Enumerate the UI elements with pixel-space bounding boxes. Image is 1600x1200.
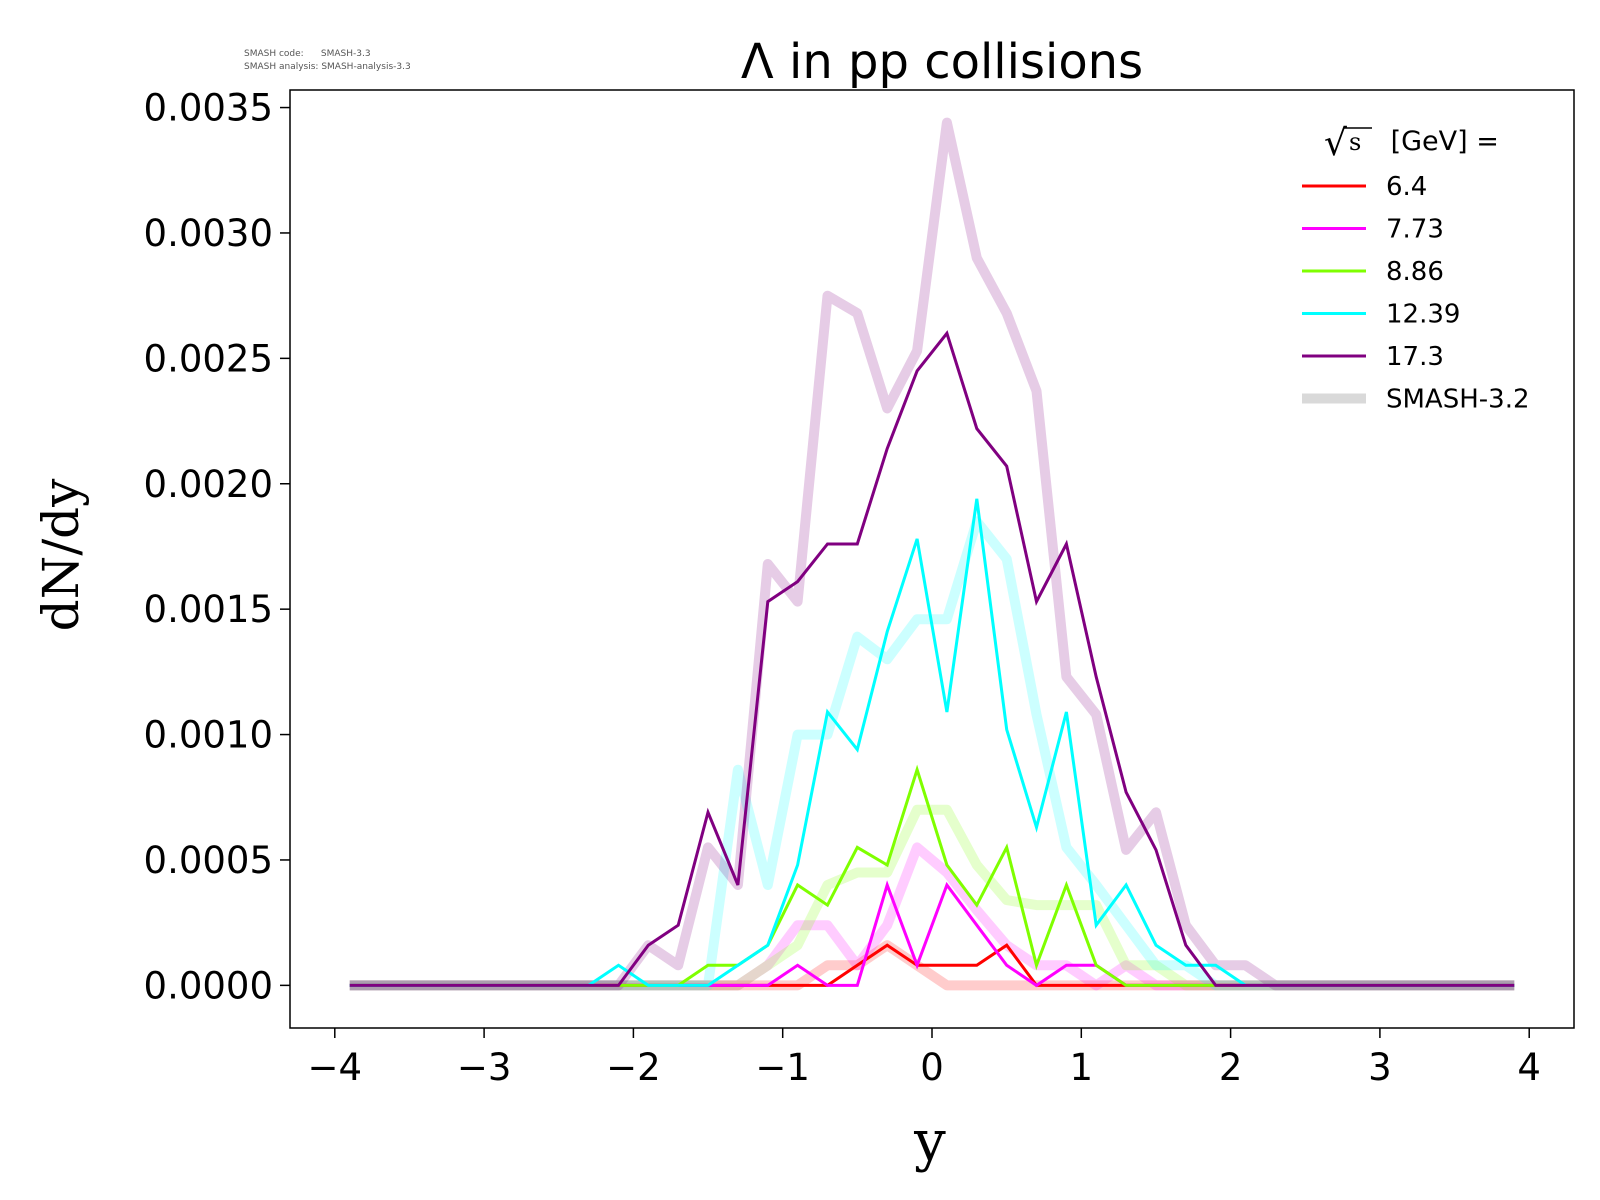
series-line-8.86 xyxy=(349,764,1515,987)
x-tick-label: 2 xyxy=(1219,1046,1243,1089)
y-tick-label: 0.0030 xyxy=(144,212,273,255)
y-axis-label: dN/dy xyxy=(32,478,90,632)
legend-entries: 6.4 7.73 8.86 12.39 17.3 SMASH-3.2 xyxy=(1302,172,1530,415)
x-tick-label: −4 xyxy=(308,1046,363,1089)
x-tick-label: −1 xyxy=(755,1046,810,1089)
series-line-12.39 xyxy=(349,498,1515,987)
smash-analysis-value: SMASH-analysis-3.3 xyxy=(321,62,411,72)
legend-label-7.73: 7.73 xyxy=(1386,215,1444,245)
sqrt-symbol: √ xyxy=(1324,123,1347,164)
y-tick-label: 0.0015 xyxy=(144,588,273,631)
y-tick-label: 0.0000 xyxy=(144,964,273,1007)
series-line-17.3 xyxy=(349,330,1515,987)
y-tick-label: 0.0035 xyxy=(144,87,273,130)
x-axis-ticks: −4 −3 −2 −1 0 1 2 3 4 xyxy=(308,1028,1541,1089)
legend: √ s [GeV] = 6.4 7.73 8.86 12.39 17.3 SMASH-3.… xyxy=(1302,123,1530,415)
legend-label-6.4: 6.4 xyxy=(1386,172,1427,202)
smash-code-label: SMASH code: SMASH-3.3 xyxy=(244,49,371,59)
legend-label-12.39: 12.39 xyxy=(1386,300,1460,330)
legend-label-17.3: 17.3 xyxy=(1386,342,1444,372)
smash-analysis-label: SMASH analysis: SMASH-analysis-3.3 xyxy=(244,62,411,72)
x-tick-label: −2 xyxy=(606,1046,661,1089)
reference-series-line-8 xyxy=(349,516,1515,991)
smash-code-key: SMASH code: xyxy=(244,49,304,59)
legend-label-SMASH-3.2: SMASH-3.2 xyxy=(1386,385,1530,415)
y-tick-label: 0.0010 xyxy=(144,714,273,757)
legend-title-text: [GeV] = xyxy=(1382,126,1499,157)
y-axis-ticks: 0.0000 0.0005 0.0010 0.0015 0.0020 0.0025 0.00… xyxy=(144,87,290,1007)
x-tick-label: 4 xyxy=(1517,1046,1541,1089)
title-text: in pp collisions xyxy=(774,34,1143,90)
x-axis-label: y xyxy=(913,1109,946,1174)
reference-series-group xyxy=(349,117,1515,991)
y-tick-label: 0.0025 xyxy=(144,337,273,380)
y-tick-label: 0.0005 xyxy=(144,839,273,882)
smash-code-value: SMASH-3.3 xyxy=(320,49,371,59)
legend-title-symbol: s xyxy=(1349,128,1361,156)
x-tick-label: −3 xyxy=(457,1046,512,1089)
y-tick-label: 0.0020 xyxy=(144,463,273,506)
smash-analysis-key: SMASH analysis: xyxy=(244,62,319,72)
x-tick-label: 3 xyxy=(1368,1046,1392,1089)
x-tick-label: 0 xyxy=(920,1046,944,1089)
reference-series-line-7 xyxy=(349,804,1515,991)
x-tick-label: 1 xyxy=(1070,1046,1094,1089)
legend-label-8.86: 8.86 xyxy=(1386,257,1444,287)
legend-title: √ s [GeV] = xyxy=(1324,123,1499,164)
current-series-group xyxy=(349,330,1515,988)
title-symbol: Λ xyxy=(741,34,774,90)
chart-title: Λ in pp collisions xyxy=(741,34,1143,90)
